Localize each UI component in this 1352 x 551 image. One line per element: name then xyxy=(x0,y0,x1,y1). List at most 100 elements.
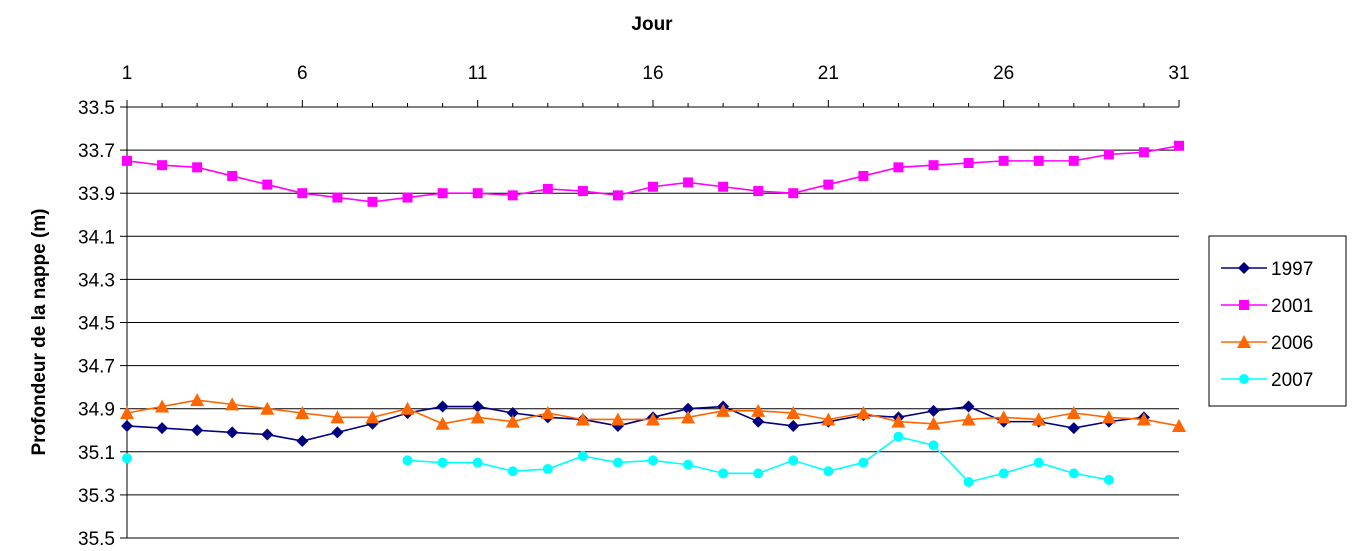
data-point xyxy=(891,414,906,428)
axes xyxy=(120,100,1180,539)
x-tick-label: 11 xyxy=(468,63,488,84)
data-point xyxy=(577,186,588,197)
data-point xyxy=(681,410,696,424)
x-tick-labels: 1 6 11 16 21 26 31 xyxy=(122,63,1190,84)
data-point xyxy=(788,188,799,199)
legend-label: 2007 xyxy=(1271,370,1313,391)
data-point xyxy=(1031,412,1046,426)
y-axis-title: Profondeur de la nappe (m) xyxy=(29,208,50,455)
data-point xyxy=(718,181,729,192)
data-point xyxy=(507,190,518,201)
data-point xyxy=(1103,474,1114,485)
data-point xyxy=(752,415,765,428)
data-point xyxy=(577,451,588,462)
data-point xyxy=(402,455,413,466)
data-point xyxy=(157,160,168,171)
y-tick-label: 34.1 xyxy=(78,227,115,248)
data-point xyxy=(648,181,658,192)
data-point xyxy=(437,457,448,468)
data-point xyxy=(262,179,273,190)
data-point xyxy=(823,466,834,477)
data-point xyxy=(963,158,974,169)
data-point xyxy=(1066,406,1081,420)
data-point xyxy=(858,170,869,181)
data-point xyxy=(506,407,519,420)
data-point xyxy=(610,412,625,426)
data-point xyxy=(753,186,764,197)
data-point xyxy=(330,410,345,424)
data-point xyxy=(1138,147,1149,158)
data-point xyxy=(261,428,274,441)
data-point xyxy=(540,406,555,420)
legend-item: 2006 xyxy=(1221,333,1313,354)
data-point xyxy=(331,426,344,439)
y-tick-label: 33.7 xyxy=(78,141,115,162)
data-point xyxy=(823,179,834,190)
data-point xyxy=(156,422,169,435)
data-point xyxy=(435,416,450,430)
data-point xyxy=(682,402,695,415)
data-point xyxy=(788,455,799,466)
data-point xyxy=(402,192,413,203)
legend-swatch-marker xyxy=(1237,335,1251,348)
data-point xyxy=(1068,468,1079,479)
data-point xyxy=(1172,418,1186,432)
series-2006 xyxy=(120,393,1186,432)
data-point xyxy=(787,419,800,432)
data-point xyxy=(996,410,1011,424)
data-point xyxy=(297,188,308,199)
data-point xyxy=(893,431,904,442)
y-tick-label: 34.7 xyxy=(78,357,115,378)
data-point xyxy=(962,400,975,413)
data-point xyxy=(260,401,275,415)
data-point xyxy=(365,410,380,424)
data-point xyxy=(893,162,904,173)
data-point xyxy=(648,455,658,466)
x-tick-label: 16 xyxy=(642,63,663,84)
data-point xyxy=(856,406,871,420)
data-point xyxy=(155,399,170,413)
data-point xyxy=(1101,410,1116,424)
data-point xyxy=(1033,457,1044,468)
data-point xyxy=(122,453,132,464)
x-tick-label: 6 xyxy=(297,63,308,84)
legend-label: 2001 xyxy=(1271,296,1313,317)
data-point xyxy=(1067,422,1080,435)
legend-box xyxy=(1208,235,1347,407)
data-point xyxy=(1068,155,1079,166)
data-point xyxy=(927,404,940,417)
x-tick-label: 31 xyxy=(1168,63,1189,84)
data-point xyxy=(858,457,869,468)
data-point xyxy=(1033,155,1044,166)
y-tick-label: 35.1 xyxy=(78,443,115,464)
data-point xyxy=(122,155,132,166)
y-tick-label: 33.5 xyxy=(78,98,115,119)
data-point xyxy=(716,403,731,417)
legend-swatch-marker xyxy=(1239,300,1249,310)
data-point xyxy=(1174,140,1184,151)
series-2001 xyxy=(122,140,1184,207)
data-point xyxy=(1103,149,1114,160)
y-tick-label: 34.9 xyxy=(78,400,115,421)
legend-swatch-marker xyxy=(1239,374,1249,384)
data-point xyxy=(226,426,239,439)
data-point xyxy=(225,397,240,411)
data-point xyxy=(961,412,976,426)
legend-item: 2007 xyxy=(1221,370,1313,391)
series-2007 xyxy=(122,431,1114,487)
data-point xyxy=(227,170,238,181)
x-tick-label: 26 xyxy=(993,63,1014,84)
data-point xyxy=(926,416,941,430)
y-tick-label: 35.3 xyxy=(78,486,115,507)
data-point xyxy=(821,412,836,426)
legend-item: 2001 xyxy=(1221,296,1313,317)
data-point xyxy=(190,393,205,407)
data-point xyxy=(575,412,590,426)
data-point xyxy=(471,400,484,413)
data-point xyxy=(998,155,1009,166)
data-point xyxy=(998,468,1009,479)
y-tick-label: 33.9 xyxy=(78,184,115,205)
legend-label: 1997 xyxy=(1271,259,1313,280)
data-point xyxy=(753,468,764,479)
